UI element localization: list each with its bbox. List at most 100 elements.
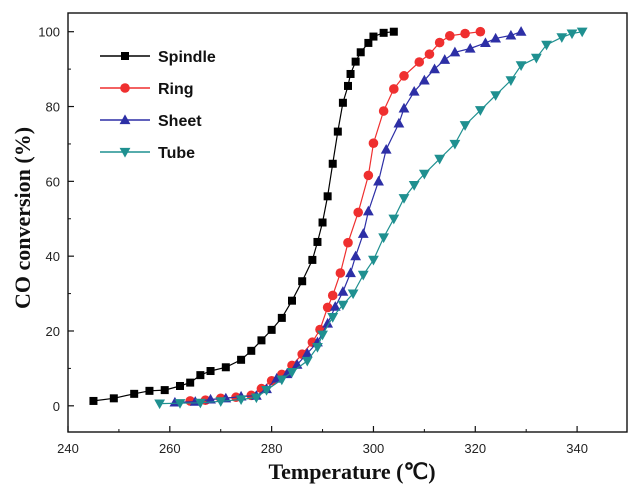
data-point-ring — [368, 138, 379, 148]
legend-item-spindle: Spindle — [100, 49, 216, 66]
data-point-sheet — [393, 117, 405, 128]
data-point-sheet — [439, 54, 451, 64]
series-spindle — [89, 27, 398, 405]
data-point-spindle — [344, 81, 352, 90]
data-point-spindle — [196, 371, 205, 380]
legend-item-tube: Tube — [100, 145, 195, 162]
data-point-tube — [408, 180, 420, 191]
legend-marker — [121, 52, 129, 60]
data-point-tube — [235, 395, 247, 406]
data-point-tube — [556, 33, 568, 43]
data-point-sheet — [350, 250, 362, 261]
data-point-sheet — [398, 102, 410, 113]
y-tick-label: 60 — [46, 174, 60, 189]
data-point-spindle — [298, 277, 307, 286]
data-point-spindle — [351, 57, 360, 66]
legend-marker — [119, 114, 131, 125]
data-point-tube — [515, 61, 527, 71]
data-point-tube — [215, 397, 227, 407]
data-point-tube — [261, 386, 272, 396]
legend-marker — [119, 147, 131, 158]
data-point-spindle — [356, 48, 365, 57]
data-point-ring — [378, 106, 389, 116]
data-point-spindle — [237, 355, 246, 364]
data-point-ring — [327, 290, 338, 301]
data-point-sheet — [515, 26, 527, 36]
data-point-ring — [353, 207, 363, 218]
data-point-tube — [250, 393, 262, 404]
data-point-tube — [327, 313, 339, 323]
data-point-tube — [312, 342, 323, 353]
data-point-spindle — [130, 389, 139, 398]
x-tick-label: 320 — [464, 441, 486, 456]
data-point-ring — [434, 37, 445, 48]
data-point-ring — [460, 28, 470, 39]
data-point-sheet — [418, 74, 430, 85]
data-point-spindle — [267, 325, 276, 334]
x-tick-label: 340 — [566, 441, 588, 456]
data-point-ring — [335, 268, 346, 278]
data-point-spindle — [206, 367, 215, 376]
data-point-spindle — [277, 313, 286, 322]
data-point-ring — [445, 31, 455, 41]
data-point-tube — [357, 270, 369, 281]
data-point-sheet — [373, 175, 384, 186]
data-point-sheet — [301, 347, 313, 358]
data-point-sheet — [362, 205, 374, 216]
data-point-spindle — [89, 396, 98, 405]
data-point-spindle — [186, 378, 195, 387]
data-point-tube — [347, 289, 359, 300]
legend-label: Sheet — [158, 113, 202, 130]
data-point-ring — [399, 71, 409, 81]
data-point-spindle — [318, 218, 327, 227]
data-point-tube — [576, 27, 588, 38]
x-tick-label: 260 — [159, 441, 181, 456]
legend-label: Spindle — [158, 49, 216, 66]
data-point-tube — [398, 194, 410, 204]
axis-ticks — [67, 31, 578, 432]
data-point-spindle — [389, 27, 398, 36]
data-point-spindle — [313, 237, 322, 246]
data-point-tube — [474, 106, 486, 116]
data-point-spindle — [247, 346, 256, 355]
data-point-spindle — [109, 394, 118, 403]
data-point-tube — [505, 76, 517, 86]
data-point-sheet — [357, 228, 369, 238]
data-point-ring — [363, 170, 374, 181]
data-point-tube — [418, 169, 430, 180]
data-point-tube — [388, 214, 400, 225]
data-point-spindle — [323, 192, 332, 201]
x-tick-labels: 240 260 280 300 320 340 — [57, 441, 588, 456]
data-point-sheet — [464, 42, 476, 53]
y-tick-label: 100 — [38, 25, 60, 40]
data-point-spindle — [221, 363, 230, 372]
legend-label: Tube — [158, 145, 195, 162]
data-point-spindle — [308, 255, 317, 264]
data-point-spindle — [328, 159, 337, 168]
data-point-sheet — [480, 37, 491, 48]
data-point-tube — [566, 29, 578, 40]
y-tick-label: 40 — [46, 249, 60, 264]
data-point-spindle — [333, 127, 342, 136]
data-point-sheet — [380, 143, 392, 154]
data-point-tube — [154, 399, 166, 410]
data-point-ring — [475, 26, 486, 37]
legend: Spindle Ring Sheet Tube — [100, 49, 216, 162]
data-point-tube — [276, 375, 288, 386]
data-point-sheet — [337, 286, 349, 296]
data-point-spindle — [379, 28, 388, 37]
series-sheet — [169, 26, 527, 407]
data-point-tube — [541, 40, 552, 51]
data-point-sheet — [490, 32, 502, 43]
data-point-sheet — [505, 29, 517, 40]
legend-marker — [120, 83, 130, 93]
data-point-tube — [337, 300, 349, 311]
data-point-sheet — [408, 85, 420, 96]
legend-label: Ring — [158, 81, 194, 98]
data-point-ring — [343, 237, 353, 248]
data-point-tube — [301, 356, 313, 367]
y-axis-title: CO conversion (%) — [10, 127, 35, 309]
y-tick-label: 20 — [46, 324, 60, 339]
x-tick-label: 300 — [363, 441, 385, 456]
